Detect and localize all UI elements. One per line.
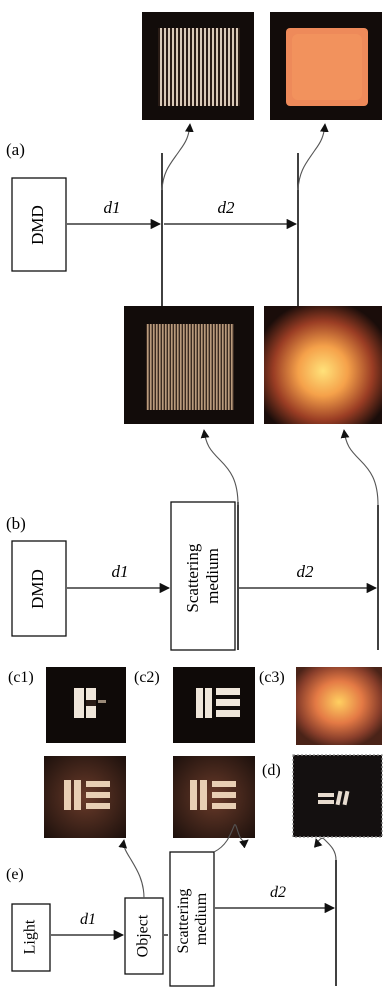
panel-a-image-1 bbox=[142, 12, 254, 120]
pointer-arrow-2 bbox=[297, 123, 329, 191]
panel-b-image-1 bbox=[124, 306, 254, 424]
panel-c3-image bbox=[296, 667, 382, 745]
panel-b-image-2 bbox=[264, 306, 382, 424]
panel-e-label: (e) bbox=[6, 866, 24, 883]
pointer-arrow-1 bbox=[161, 123, 194, 191]
pointer-arrow-e-3 bbox=[313, 837, 337, 861]
distance-label-b-d2: d2 bbox=[297, 562, 315, 581]
panel-d-image bbox=[292, 754, 383, 838]
dmd-box-b bbox=[11, 540, 67, 637]
pointer-arrow-e-2 bbox=[213, 824, 249, 853]
panel-c1-image-bottom bbox=[44, 756, 126, 838]
distance-label-d2: d2 bbox=[218, 198, 236, 217]
distance-label-e-d2: d2 bbox=[270, 884, 286, 901]
panel-e: (e) Light Object Scattering medium d1 d2 bbox=[6, 824, 337, 987]
panel-a: (a) DMD d1 d2 bbox=[6, 12, 382, 316]
dmd-box bbox=[11, 177, 67, 272]
pointer-arrow-b-2 bbox=[340, 429, 379, 506]
panel-c2-image-top bbox=[173, 667, 255, 743]
panel-c3-label: (c3) bbox=[259, 669, 285, 686]
distance-label-b-d1: d1 bbox=[112, 562, 129, 581]
panel-c2-image-bottom bbox=[173, 756, 255, 838]
panel-c1-image-top bbox=[46, 667, 126, 743]
dmd-box-label: DMD bbox=[28, 205, 47, 245]
panel-c: (c1) (c2) (c3) (d) bbox=[8, 667, 383, 838]
scattering-medium-label-e: Scattering medium bbox=[175, 885, 210, 954]
light-box bbox=[11, 903, 51, 972]
distance-label-e-d1: d1 bbox=[80, 911, 96, 928]
scattering-medium-box-e bbox=[169, 851, 215, 987]
pointer-arrow-e-1 bbox=[118, 839, 145, 899]
panel-c1-label: (c1) bbox=[8, 669, 34, 686]
panel-b: (b) DMD Scattering medium d1 d2 bbox=[6, 306, 382, 651]
panel-d-label: (d) bbox=[262, 762, 281, 779]
panel-a-image-2 bbox=[270, 12, 382, 120]
distance-label-d1: d1 bbox=[104, 198, 121, 217]
light-box-label: Light bbox=[22, 919, 39, 954]
pointer-arrow-b-1 bbox=[200, 429, 239, 506]
scattering-medium-box-b bbox=[170, 501, 236, 651]
scattering-medium-label-b: Scattering medium bbox=[183, 539, 222, 612]
panel-c2-label: (c2) bbox=[134, 669, 160, 686]
object-box-label: Object bbox=[135, 914, 152, 957]
panel-b-label: (b) bbox=[6, 514, 26, 533]
dmd-box-b-label: DMD bbox=[28, 569, 47, 609]
panel-a-label: (a) bbox=[6, 140, 25, 159]
